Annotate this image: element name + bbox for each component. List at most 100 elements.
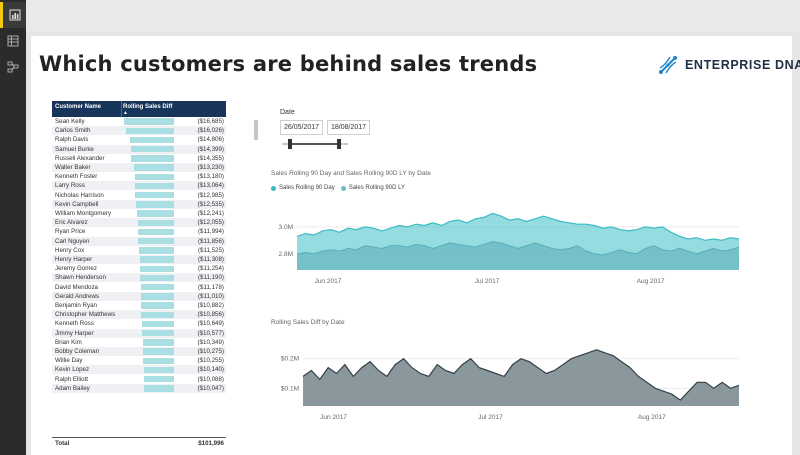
customer-name: Henry Harper [55, 256, 93, 263]
data-bar [135, 191, 174, 199]
x-tick-label: Aug 2017 [637, 278, 665, 285]
col-header-customer[interactable]: Customer Name [55, 104, 102, 110]
data-view-icon[interactable] [0, 28, 26, 54]
table-row[interactable]: Christopher Matthews ($10,856) [52, 310, 226, 320]
customer-name: Jimmy Harper [55, 329, 94, 337]
rolling-sales-diff-value: ($10,088) [197, 375, 225, 383]
date-slider-start-handle[interactable] [287, 139, 292, 149]
customer-name: William Montgomery [55, 210, 112, 217]
data-bar [140, 274, 174, 282]
table-row[interactable]: Russell Alexander ($14,355) [52, 154, 226, 163]
table-row[interactable]: Walter Baker ($13,230) [52, 163, 226, 173]
customer-name: Russell Alexander [55, 154, 105, 162]
table-row[interactable]: Sean Kelly ($16,685) [52, 117, 226, 126]
customer-name: Kenneth Ross [55, 320, 94, 328]
table-row[interactable]: Larry Ross ($13,064) [52, 181, 226, 191]
table-header: Customer Name Rolling Sales Diff ▲ [52, 101, 226, 117]
report-view-icon[interactable] [0, 2, 26, 28]
rolling-sales-diff-value: ($11,994) [197, 228, 224, 236]
table-row[interactable]: Adam Bailey ($10,047) [52, 383, 226, 393]
customer-name: Ralph Davis [55, 136, 89, 144]
col-header-measure[interactable]: Rolling Sales Diff [123, 104, 173, 110]
table-row[interactable]: Nicholas Harrison ($12,985) [52, 191, 226, 200]
data-bar [134, 164, 174, 171]
rolling-sales-diff-line[interactable] [302, 349, 740, 401]
table-row[interactable]: Gerald Andrews ($11,010) [52, 291, 226, 301]
table-row[interactable]: Kevin Lopez ($10,140) [52, 365, 226, 375]
rolling-sales-diff-value: ($10,649) [197, 320, 225, 328]
rolling-sales-diff-value: ($10,140) [197, 366, 225, 374]
rolling-sales-diff-value: ($14,399) [197, 145, 225, 153]
data-bar [142, 339, 174, 346]
table-row[interactable]: Carlos Smith ($16,026) [52, 126, 226, 136]
table-row[interactable]: Kevin Campbell ($12,535) [52, 199, 226, 209]
rolling-sales-diff-value: ($12,241) [197, 210, 225, 217]
table-row[interactable]: Shawn Henderson ($11,190) [52, 273, 226, 283]
customer-name: David Mendoza [55, 283, 98, 291]
y-tick-label: $0.1M [281, 385, 299, 392]
table-scrollbar[interactable] [253, 119, 259, 439]
table-row[interactable]: Kenneth Foster ($13,180) [52, 172, 226, 181]
table-row[interactable]: Brian Kim ($10,349) [52, 338, 226, 347]
date-slider-end-handle[interactable] [337, 139, 342, 149]
model-view-icon[interactable] [0, 54, 26, 80]
customer-name: Samuel Burke [55, 145, 94, 153]
table-row[interactable]: Ryan Price ($11,994) [52, 227, 226, 236]
sales-rolling-90-day-line[interactable] [296, 212, 740, 241]
customer-name: Gerald Andrews [55, 292, 100, 300]
rolling-sales-diff-value: ($11,525) [197, 246, 224, 254]
data-bar [143, 348, 174, 355]
rolling-sales-diff-value: ($11,308) [197, 256, 224, 263]
rolling-sales-diff-value: ($10,882) [197, 302, 225, 309]
sales-rolling-chart[interactable]: 3.0M 2.8M Jun 2017 Jul 2017 Aug 2017 [263, 196, 763, 306]
table-row[interactable]: Willie Day ($10,255) [52, 356, 226, 365]
legend-label-last-year[interactable]: Sales Rolling 90D LY [348, 185, 405, 191]
table-row[interactable]: Kenneth Ross ($10,649) [52, 319, 226, 328]
data-bar [141, 293, 174, 300]
sort-ascending-icon[interactable]: ▲ [123, 110, 128, 116]
table-row[interactable]: William Montgomery ($12,241) [52, 209, 226, 218]
table-row[interactable]: Carl Nguyen ($11,856) [52, 236, 226, 246]
rolling-sales-diff-value: ($12,055) [197, 219, 225, 227]
end-date-input[interactable]: 18/08/2017 [327, 120, 371, 135]
data-bar [143, 385, 174, 392]
table-row[interactable]: David Mendoza ($11,178) [52, 283, 226, 292]
customer-name: Christopher Matthews [55, 311, 116, 319]
table-row[interactable]: Benjamin Ryan ($10,882) [52, 301, 226, 310]
x-tick-label: Jun 2017 [320, 414, 347, 421]
legend-label-current[interactable]: Sales Rolling 90 Day [279, 185, 335, 191]
data-bar [130, 155, 174, 162]
y-tick-label: 2.8M [279, 251, 293, 258]
rolling-sales-diff-chart[interactable]: $0.2M $0.1M Jun 2017 Jul 2017 Aug 2017 [263, 332, 763, 432]
enterprise-dna-logo: ENTERPRISE DNA [657, 54, 800, 76]
table-row[interactable]: Henry Cox ($11,525) [52, 246, 226, 255]
chart2-title: Rolling Sales Diff by Date [271, 319, 345, 326]
start-date-input[interactable]: 26/05/2017 [280, 120, 324, 135]
table-row[interactable]: Jeremy Gomez ($11,254) [52, 264, 226, 273]
total-label: Total [55, 440, 70, 447]
scrollbar-thumb[interactable] [254, 120, 258, 140]
y-tick-label: $0.2M [281, 356, 299, 363]
table-row[interactable]: Bobby Coleman ($10,275) [52, 347, 226, 357]
x-tick-label: Aug 2017 [638, 414, 666, 421]
legend-dot-last-year [340, 185, 346, 191]
rolling-sales-diff-area[interactable] [303, 349, 739, 406]
rolling-sales-diff-value: ($11,010) [197, 292, 224, 300]
sales-rolling-90d-ly-line[interactable] [296, 241, 740, 256]
table-row[interactable]: Ralph Elliott ($10,088) [52, 375, 226, 384]
table-row[interactable]: Jimmy Harper ($10,577) [52, 328, 226, 338]
data-bar [142, 320, 174, 328]
left-nav [0, 0, 26, 455]
table-row[interactable]: Ralph Davis ($14,806) [52, 135, 226, 144]
table-row[interactable]: Eric Alvarez ($12,055) [52, 218, 226, 228]
legend-dot-current [271, 185, 276, 191]
rolling-sales-diff-value: ($10,255) [197, 357, 225, 365]
rolling-sales-diff-value: ($11,856) [197, 237, 224, 245]
table-row[interactable]: Henry Harper ($11,308) [52, 255, 226, 265]
x-tick-label: Jun 2017 [315, 278, 342, 285]
rolling-sales-diff-value: ($10,349) [197, 338, 225, 346]
data-bar [139, 247, 174, 254]
sales-rolling-90d-ly-area[interactable] [297, 241, 739, 270]
table-row[interactable]: Samuel Burke ($14,399) [52, 144, 226, 154]
chart1-title: Sales Rolling 90 Day and Sales Rolling 9… [271, 170, 431, 177]
